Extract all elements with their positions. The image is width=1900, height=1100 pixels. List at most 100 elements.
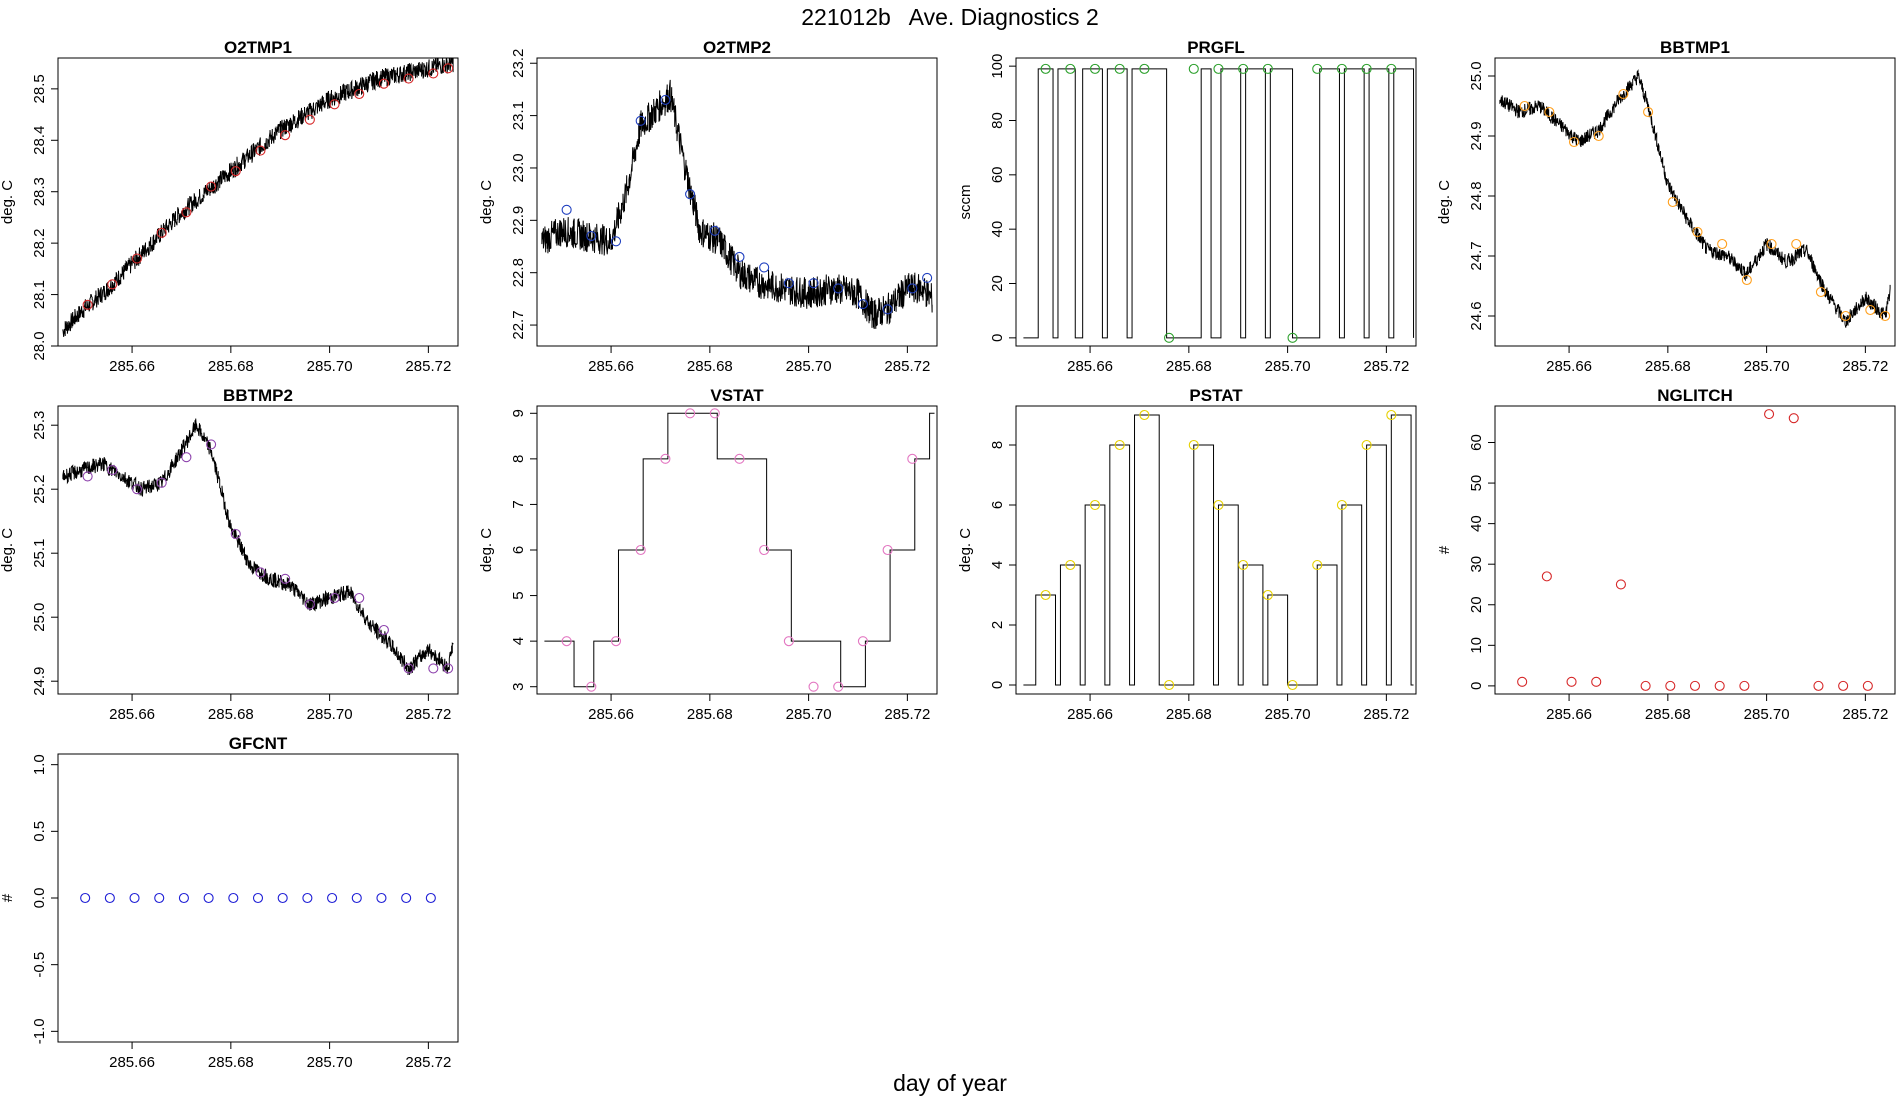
x-tick-label: 285.68 [1645, 706, 1691, 723]
data-point [1065, 63, 1076, 74]
data-point [635, 115, 646, 126]
data-point [1739, 680, 1750, 691]
plot-area [80, 892, 436, 904]
data-point [156, 477, 167, 488]
data-point [1361, 439, 1372, 451]
data-point [1164, 332, 1175, 343]
x-tick-label: 285.70 [1744, 706, 1790, 723]
data-point [304, 114, 315, 125]
y-tick-label: -0.5 [31, 952, 48, 978]
data-point [610, 236, 622, 247]
y-tick-label: 0 [989, 681, 1006, 689]
plot-frame [536, 405, 938, 695]
data-point [759, 262, 770, 273]
data-point [1667, 196, 1678, 208]
panel-title: BBTMP1 [1660, 38, 1730, 57]
data-point [1287, 332, 1298, 343]
data-point [354, 88, 365, 100]
x-tick-label: 285.66 [109, 358, 155, 375]
y-tick-label: 40 [1468, 515, 1485, 532]
panel-pstat: PSTAT deg. C 285.66 285.68 285.70 285.72 0 2 4 6 8 [957, 386, 1417, 723]
panel-nglitch: NGLITCH #285.66 285.68 285.70 285.72 0 10 20 30 4… [1436, 386, 1896, 723]
data-point [131, 253, 143, 264]
data-point [561, 204, 572, 215]
data-point [1840, 310, 1851, 322]
data-point [181, 207, 192, 218]
data-point [302, 892, 313, 904]
panel-title: NGLITCH [1657, 386, 1733, 405]
data-point [660, 453, 671, 464]
data-point [882, 544, 893, 556]
data-point [1188, 439, 1199, 451]
y-tick-label: 60 [989, 166, 1006, 183]
y-tick-label: 3 [510, 683, 527, 691]
data-point [1519, 100, 1530, 112]
data-line [541, 79, 933, 329]
data-point [1838, 680, 1849, 691]
x-tick-label: 285.68 [208, 1054, 254, 1071]
data-point [403, 663, 414, 674]
plot-frame [536, 57, 938, 347]
y-axis-label: deg. C [478, 180, 495, 224]
y-tick-label: 0.0 [31, 888, 48, 909]
y-tick-label: -1.0 [31, 1018, 48, 1044]
y-tick-label: 25.0 [31, 603, 48, 632]
data-point [1238, 559, 1249, 571]
x-tick-label: 285.72 [1363, 358, 1409, 375]
data-point [255, 567, 266, 578]
y-tick-label: 28.4 [31, 126, 48, 155]
y-tick-label: 10 [1468, 637, 1485, 654]
data-point [80, 892, 91, 904]
data-point [660, 94, 671, 105]
data-point [376, 892, 387, 904]
data-point [82, 299, 93, 310]
x-tick-label: 285.68 [208, 358, 254, 375]
panel-vstat: VSTAT deg. C 285.66 285.68 285.70 285.72 3 4 5 6 7… [478, 386, 938, 723]
x-tick-label: 285.66 [1546, 358, 1592, 375]
data-point [425, 892, 436, 904]
data-point [1114, 439, 1125, 451]
x-tick-label: 285.72 [884, 706, 930, 723]
data-point [1312, 559, 1323, 571]
y-tick-label: 20 [1468, 596, 1485, 613]
data-point [1262, 63, 1273, 74]
data-point [1541, 571, 1552, 582]
x-tick-label: 285.70 [1265, 706, 1311, 723]
y-tick-label: 0 [1468, 682, 1485, 690]
data-point [783, 636, 794, 647]
x-tick-label: 285.66 [588, 358, 634, 375]
y-tick-label: 2 [989, 621, 1006, 629]
data-point [1040, 63, 1051, 74]
data-point [1865, 304, 1876, 316]
data-point [709, 225, 720, 236]
plot-frame [57, 753, 459, 1043]
data-point [907, 453, 918, 464]
data-point [907, 283, 918, 294]
data-point [635, 544, 646, 556]
data-point [1517, 676, 1528, 687]
y-tick-label: 28.1 [31, 280, 48, 309]
data-point [107, 279, 118, 290]
figure-xlabel: day of year [893, 1070, 1007, 1096]
data-point [610, 636, 622, 647]
panel-title: GFCNT [229, 734, 288, 753]
panel-title: BBTMP2 [223, 386, 293, 405]
y-tick-label: 24.9 [1468, 121, 1485, 150]
y-tick-label: 7 [510, 500, 527, 508]
x-tick-label: 285.72 [1842, 706, 1888, 723]
data-point [1591, 676, 1602, 687]
figure-title: 221012b Ave. Diagnostics 2 [801, 4, 1099, 30]
data-point [709, 408, 720, 419]
y-tick-label: 28.3 [31, 177, 48, 206]
data-point [1386, 63, 1397, 74]
y-tick-label: 23.2 [510, 49, 527, 78]
panel-gfcnt: GFCNT #285.66 285.68 285.70 285.72 -1.0 -0.5 0.… [0, 734, 459, 1071]
data-point [1717, 238, 1728, 250]
data-point [833, 681, 844, 692]
data-point [129, 892, 140, 904]
data-point [1262, 589, 1273, 601]
data-point [1640, 680, 1651, 691]
panel-prgfl: PRGFL sccm 285.66 285.68 285.70 285.72 0 20 40 60… [957, 38, 1417, 375]
plot-frame [1494, 57, 1896, 347]
